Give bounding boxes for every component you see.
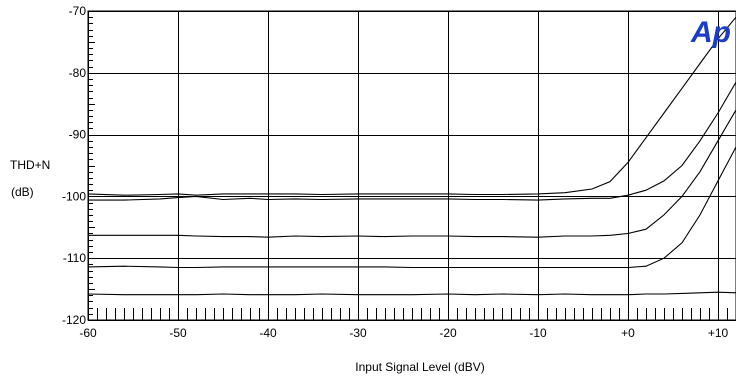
- y-tick-label: -80: [69, 66, 87, 80]
- x-tick-label: +10: [708, 326, 729, 340]
- x-tick-label: -10: [529, 326, 547, 340]
- x-tick-label: +0: [621, 326, 635, 340]
- y-tick-label: -100: [62, 189, 86, 203]
- series-line-1: [87, 16, 736, 196]
- x-tick-label: -30: [349, 326, 367, 340]
- y-axis-title-line-2: (dB): [11, 185, 34, 199]
- minor-ticks: [88, 17, 728, 320]
- x-tick-label: -50: [169, 326, 187, 340]
- y-tick-label: -120: [62, 313, 86, 327]
- x-axis-title: Input Signal Level (dBV): [355, 360, 484, 374]
- y-tick-labels: -70 -80 -90 -100 -110 -120: [62, 4, 86, 327]
- ap-logo: Ap: [690, 16, 731, 49]
- series-line-2: [88, 81, 736, 201]
- x-tick-labels: -60 -50 -40 -30 -20 -10 +0 +10: [79, 326, 728, 340]
- x-tick-label: -20: [439, 326, 457, 340]
- x-tick-label: -60: [79, 326, 97, 340]
- series-line-3: [88, 109, 736, 238]
- y-tick-label: -70: [69, 4, 87, 18]
- y-tick-label: -90: [69, 128, 87, 142]
- series-line-4: [87, 146, 736, 269]
- series-line-5: [87, 291, 736, 296]
- y-tick-label: -110: [63, 251, 86, 265]
- plot-frame: [87, 10, 736, 321]
- series-lines: [87, 16, 736, 296]
- x-tick-label: -40: [259, 326, 277, 340]
- y-axis-title-line-1: THD+N: [10, 158, 50, 172]
